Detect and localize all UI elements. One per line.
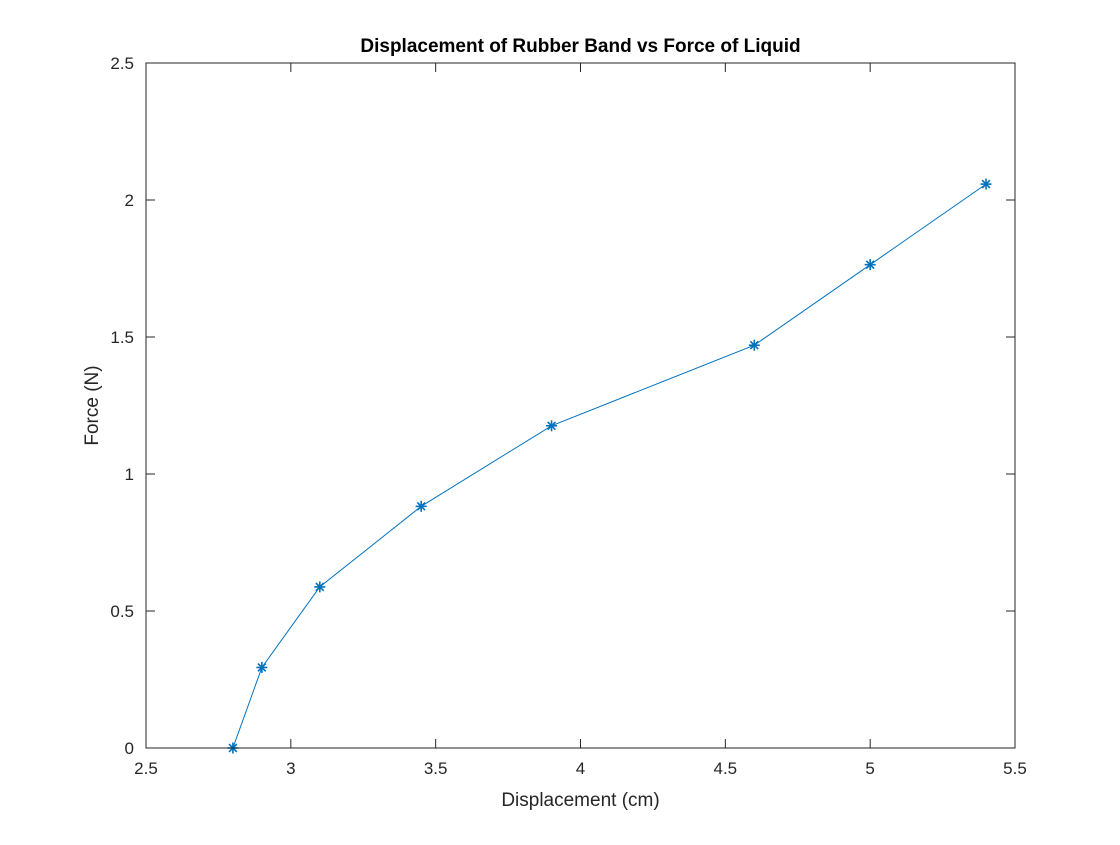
x-tick-label: 3.5 — [424, 759, 448, 778]
x-tick-label: 3 — [286, 759, 295, 778]
y-ticks: 0 0.5 1 1.5 2 2.5 — [110, 54, 1015, 758]
data-point-marker — [314, 581, 326, 593]
series-line — [232, 183, 987, 749]
x-tick-label: 5.5 — [1003, 759, 1027, 778]
y-tick-label: 1 — [125, 465, 134, 484]
x-axis-label: Displacement (cm) — [501, 790, 659, 811]
x-tick-label: 4.5 — [714, 759, 738, 778]
y-tick-label: 1.5 — [110, 328, 134, 347]
y-axis-label: Force (N) — [82, 365, 103, 445]
chart-title: Displacement of Rubber Band vs Force of … — [360, 36, 800, 57]
data-point-marker — [546, 420, 558, 432]
y-tick-label: 2 — [125, 191, 134, 210]
y-tick-label: 0.5 — [110, 602, 134, 621]
axes-box — [145, 62, 1016, 749]
x-tick-label: 5 — [865, 759, 874, 778]
data-point-marker — [256, 661, 268, 673]
y-tick-label: 2.5 — [110, 54, 134, 73]
plot-area — [146, 63, 1015, 748]
data-point-marker — [980, 178, 992, 190]
x-tick-label: 4 — [576, 759, 585, 778]
series-layer — [227, 178, 992, 754]
x-tick-label: 2.5 — [134, 759, 158, 778]
data-point-marker — [415, 500, 427, 512]
data-point-marker — [748, 339, 760, 351]
data-point-marker — [864, 259, 876, 271]
y-tick-label: 0 — [125, 739, 134, 758]
